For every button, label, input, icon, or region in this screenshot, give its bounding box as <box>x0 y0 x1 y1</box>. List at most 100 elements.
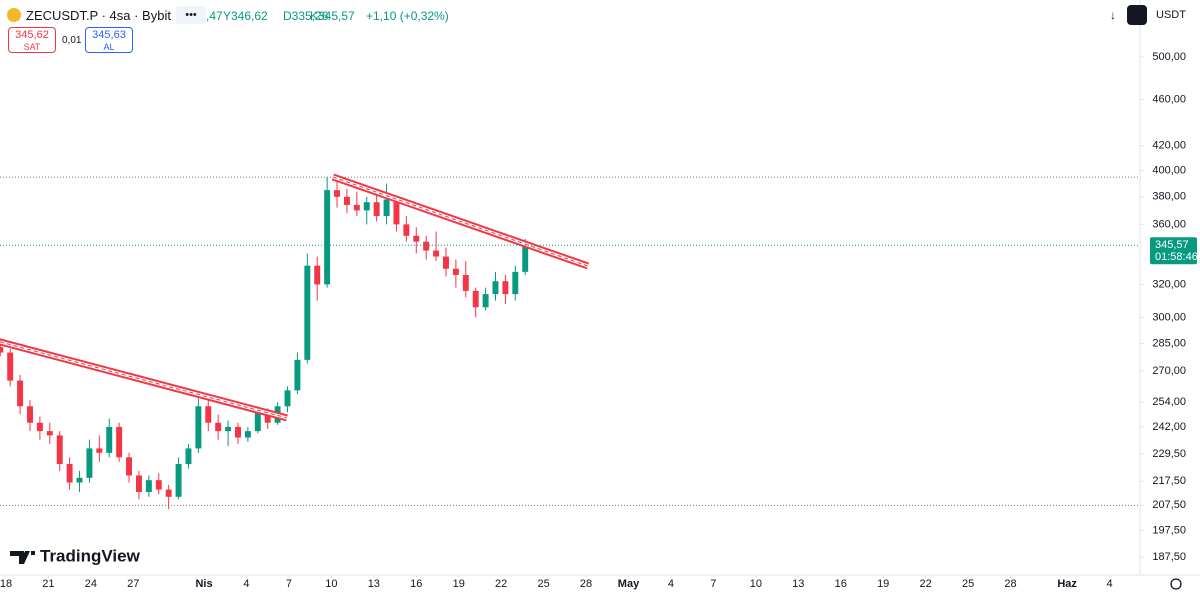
x-tick-label: 22 <box>495 578 507 590</box>
y-tick-label: 380,00 <box>1152 191 1186 203</box>
y-tick-label: 360,00 <box>1152 218 1186 230</box>
candle-body <box>225 426 232 432</box>
candle-body <box>46 431 53 436</box>
x-tick-label: 4 <box>243 578 249 590</box>
candle-body <box>324 190 331 285</box>
trendline-center <box>0 341 288 419</box>
candle-body <box>165 489 172 497</box>
sell-button[interactable]: 345,62 SAT <box>8 27 56 53</box>
sell-price: 345,62 <box>15 29 49 41</box>
candle-body <box>155 480 162 490</box>
candle-body <box>452 268 459 275</box>
x-tick-label: 4 <box>668 578 674 590</box>
candle-body <box>363 202 370 211</box>
y-tick-label: 300,00 <box>1152 311 1186 323</box>
buy-price: 345,63 <box>92 29 126 41</box>
x-tick-label: 7 <box>710 578 716 590</box>
candle-body <box>0 347 4 353</box>
sell-label: SAT <box>23 42 41 52</box>
settings-icon[interactable] <box>1170 578 1182 590</box>
candle-body <box>215 422 222 432</box>
fullscreen-button[interactable] <box>1127 5 1147 25</box>
y-tick-label: 207,50 <box>1152 499 1186 511</box>
candle-body <box>512 271 519 295</box>
x-tick-label: 22 <box>920 578 932 590</box>
candle-body <box>443 256 449 269</box>
candle-body <box>433 250 440 257</box>
candle-body <box>66 464 73 483</box>
candle-body <box>106 426 113 453</box>
candle-body <box>314 265 321 285</box>
candle-body <box>334 190 341 197</box>
candle-body <box>76 477 83 483</box>
x-tick-label: May <box>618 578 640 590</box>
y-tick-label: 420,00 <box>1152 140 1186 152</box>
candle-body <box>284 390 291 407</box>
coin-icon <box>7 8 21 22</box>
y-tick-label: 460,00 <box>1152 93 1186 105</box>
logo-text: TradingView <box>40 546 141 565</box>
x-tick-label: 7 <box>286 578 292 590</box>
last-price-box <box>1150 237 1197 265</box>
ohlc-high: Y346,62 <box>223 9 268 23</box>
y-tick-label: 242,00 <box>1152 421 1186 433</box>
symbol[interactable]: ZECUSDT.P · 4sa · Bybit <box>26 8 171 23</box>
x-tick-label: 19 <box>877 578 889 590</box>
candle-body <box>145 480 152 492</box>
logo-icon <box>10 551 35 564</box>
x-tick-label: 4 <box>1107 578 1113 590</box>
buy-label: AL <box>103 42 115 52</box>
candle-body <box>254 412 261 432</box>
x-tick-label: 25 <box>962 578 974 590</box>
x-tick-label: 13 <box>368 578 380 590</box>
candle-body <box>413 235 420 242</box>
candle-body <box>304 265 311 360</box>
candle-body <box>56 435 63 465</box>
x-tick-label: Haz <box>1057 578 1077 590</box>
download-icon[interactable]: ↓ <box>1110 8 1116 22</box>
candle-body <box>462 274 469 291</box>
currency[interactable]: USDT <box>1156 9 1186 21</box>
y-tick-label: 320,00 <box>1152 278 1186 290</box>
x-tick-label: 16 <box>835 578 847 590</box>
candle-body <box>7 352 14 381</box>
candle-body <box>17 380 24 407</box>
spread: 0,01 <box>62 35 82 46</box>
candle-body <box>116 426 123 458</box>
y-tick-label: 285,00 <box>1152 337 1186 349</box>
y-tick-label: 197,50 <box>1152 524 1186 536</box>
candle-body <box>482 294 489 308</box>
x-tick-label: 13 <box>792 578 804 590</box>
candle-body <box>205 406 212 423</box>
candle-body <box>393 199 400 225</box>
candle-body <box>235 426 241 438</box>
y-tick-label: 217,50 <box>1152 475 1186 487</box>
candle-body <box>96 448 103 453</box>
logo: TradingView <box>10 546 141 565</box>
candle-body <box>36 422 43 432</box>
y-tick-label: 270,00 <box>1152 365 1186 377</box>
ohlc-low: D335,26 <box>283 9 329 23</box>
y-tick-label: 500,00 <box>1152 51 1186 63</box>
buy-button[interactable]: 345,63 AL <box>85 27 133 53</box>
candle-body <box>294 359 301 391</box>
x-tick-label: 24 <box>85 578 97 590</box>
candle-body <box>373 202 380 216</box>
more-button[interactable]: ••• <box>176 6 206 24</box>
candle-body <box>135 475 142 492</box>
candle-body <box>403 224 410 236</box>
x-tick-label: 18 <box>0 578 12 590</box>
candle-body <box>472 290 479 308</box>
coin <box>7 8 21 22</box>
x-tick-label: 10 <box>750 578 762 590</box>
x-tick-label: 19 <box>453 578 465 590</box>
change: +1,10 (+0,32%) <box>366 9 449 23</box>
x-tick-label: 21 <box>42 578 54 590</box>
candle-body <box>522 245 529 272</box>
header: ZECUSDT.P · 4sa · Bybit ••• ,47 Y346,62 … <box>6 5 1200 26</box>
candle-body <box>264 412 271 423</box>
x-tick-label: 27 <box>127 578 139 590</box>
x-tick-label: 10 <box>325 578 337 590</box>
candle-body <box>353 204 360 211</box>
